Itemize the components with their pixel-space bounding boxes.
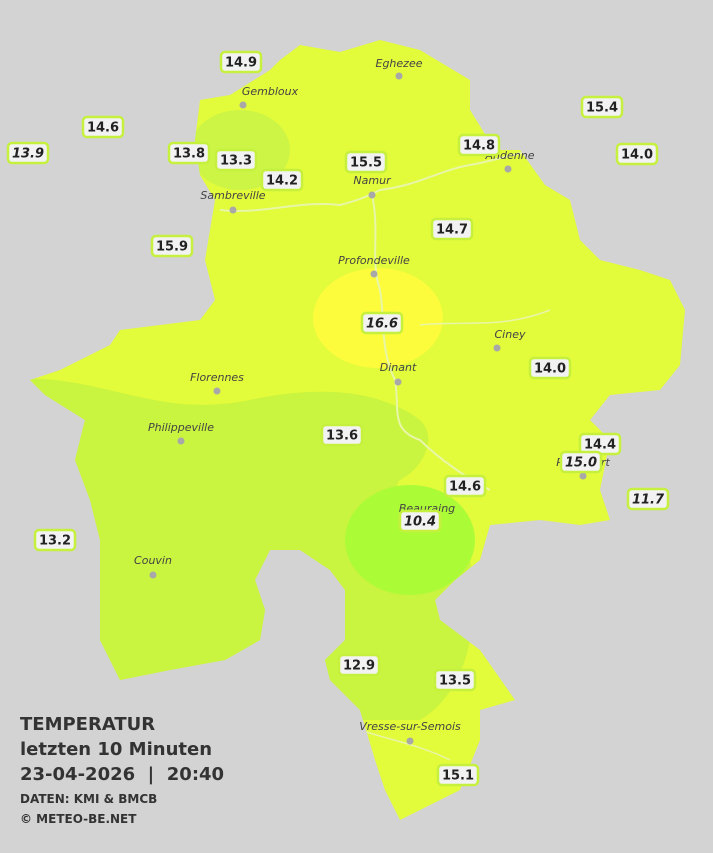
station-reading: 13.5 [439, 674, 471, 689]
town-label: Philippeville [148, 421, 214, 434]
station-reading: 14.0 [534, 362, 566, 377]
town-dot [213, 387, 221, 395]
river [371, 194, 491, 491]
station-box [443, 474, 487, 498]
stations: 14.9 14.6 13.9 13.8 13.3 14.2 15.5 14.8 15.4 14.0… [6, 50, 670, 787]
station-box [580, 95, 624, 119]
station-box [433, 668, 477, 692]
station-reading: 13.9 [12, 147, 44, 162]
town-label: Couvin [134, 554, 172, 567]
station-box [344, 150, 388, 174]
station-reading: 14.6 [87, 121, 119, 136]
station-reading: 14.0 [621, 148, 653, 163]
town-label: Dinant [380, 361, 417, 374]
station-box [398, 509, 442, 533]
river [219, 149, 551, 213]
town-dot [239, 101, 247, 109]
station-reading: 14.4 [584, 438, 616, 453]
town-dot [395, 72, 403, 80]
station-box [150, 234, 194, 258]
station-reading: 13.2 [39, 534, 71, 549]
timestamp: 23-04-2026 | 20:40 [20, 764, 224, 785]
station-reading: 14.6 [449, 480, 481, 495]
town-dot [493, 344, 501, 352]
town-label: Eghezee [376, 57, 423, 70]
station-box [33, 528, 77, 552]
station-reading: 13.8 [173, 147, 205, 162]
subtitle: letzten 10 Minuten [20, 739, 212, 760]
copyright: © METEO-BE.NET [20, 812, 137, 826]
station-box [81, 115, 125, 139]
station-reading: 13.6 [326, 429, 358, 444]
town-dot [579, 472, 587, 480]
river [419, 309, 551, 326]
town-label: Florennes [190, 371, 244, 384]
station-reading: 15.9 [156, 240, 188, 255]
title: TEMPERATUR [20, 714, 155, 735]
town-label: Gembloux [242, 85, 299, 98]
station-box [436, 763, 480, 787]
station-box [615, 142, 659, 166]
station-reading: 15.4 [586, 101, 618, 116]
source: DATEN: KMI & BMCB [20, 792, 157, 806]
station-box [360, 311, 404, 335]
station-reading: 14.7 [436, 223, 468, 238]
town-dot [368, 191, 376, 199]
town-dot [370, 270, 378, 278]
station-box [626, 487, 670, 511]
station-box [214, 148, 258, 172]
town-dot [177, 437, 185, 445]
station-box [260, 168, 304, 192]
station-box [167, 141, 211, 165]
station-reading: 14.2 [266, 174, 298, 189]
town-dot [149, 571, 157, 579]
town-dot [394, 378, 402, 386]
station-reading: 11.7 [632, 493, 665, 508]
town-dot [406, 737, 414, 745]
station-box [337, 653, 381, 677]
station-reading: 12.9 [343, 659, 375, 674]
town-label: Ciney [495, 328, 526, 341]
station-reading: 10.4 [404, 515, 436, 530]
station-reading: 15.1 [442, 769, 474, 784]
town-dot [229, 206, 237, 214]
station-reading: 15.0 [565, 456, 597, 471]
station-box [528, 356, 572, 380]
station-box [6, 141, 50, 165]
town-label: Vresse-sur-Semois [359, 720, 461, 733]
station-reading: 13.3 [220, 154, 252, 169]
station-reading: 16.6 [366, 317, 398, 332]
river [359, 729, 451, 761]
station-box [219, 50, 263, 74]
town-label: Sambreville [200, 189, 265, 202]
station-box [457, 133, 501, 157]
zone-bright-green [345, 485, 475, 595]
zone-green [30, 378, 474, 720]
station-reading: 14.9 [225, 56, 257, 71]
station-reading: 15.5 [350, 156, 382, 171]
town-dot [504, 165, 512, 173]
town-label: Profondeville [338, 254, 410, 267]
station-box [559, 450, 603, 474]
station-reading: 14.8 [463, 139, 495, 154]
station-box [320, 423, 364, 447]
station-box [430, 217, 474, 241]
town-label: Namur [353, 174, 392, 187]
